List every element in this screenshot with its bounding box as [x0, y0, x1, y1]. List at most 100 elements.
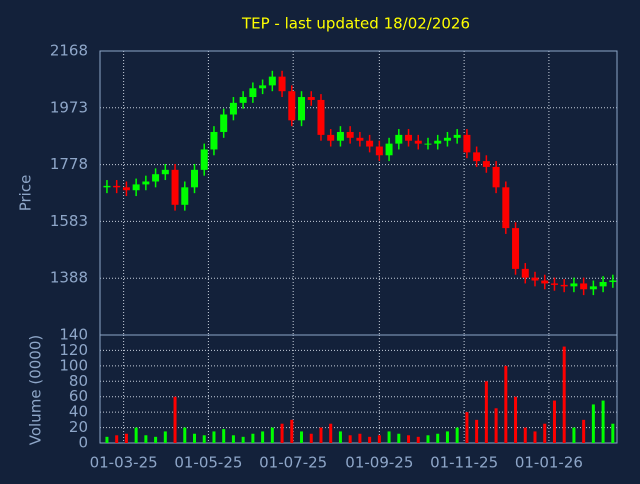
y2-tick-label: 20 — [69, 418, 88, 436]
candle-body — [161, 169, 169, 175]
candle-body — [327, 134, 335, 141]
y2-tick-label: 140 — [59, 326, 88, 344]
y2-tick-label: 120 — [59, 341, 88, 359]
y2-tick-label: 80 — [69, 372, 88, 390]
candle-body — [405, 134, 413, 141]
volume-bar — [465, 412, 469, 443]
candle-body — [259, 85, 267, 89]
candle-body — [521, 268, 529, 278]
volume-bar — [183, 427, 187, 443]
candle-body — [502, 187, 510, 229]
candle-body — [103, 185, 111, 188]
y-axis-label: Price — [17, 175, 35, 212]
volume-bar — [251, 433, 255, 443]
volume-bar — [280, 423, 284, 443]
candle-body — [307, 97, 315, 100]
candle-body — [249, 88, 257, 98]
volume-bar — [338, 431, 342, 443]
x-tick-label: 01-01-26 — [515, 454, 583, 472]
candle-body — [599, 281, 607, 287]
candle-body — [385, 143, 393, 156]
candle-body — [229, 102, 237, 115]
candle-body — [463, 134, 471, 153]
volume-bar — [611, 423, 615, 443]
candle-body — [239, 97, 247, 103]
candle-body — [366, 140, 374, 147]
volume-bar — [494, 408, 498, 443]
candle-body — [122, 187, 130, 191]
volume-bar — [348, 435, 352, 443]
candle-body — [531, 277, 539, 281]
candle-body — [152, 174, 160, 182]
candle-body — [210, 131, 218, 150]
y-tick-label: 1973 — [50, 98, 88, 116]
volume-bar — [514, 396, 518, 443]
candle-body — [346, 131, 354, 138]
candle-body — [443, 137, 451, 141]
volume-bar — [533, 431, 537, 443]
volume-bar — [397, 433, 401, 443]
y-tick-label: 2168 — [50, 42, 88, 60]
candle-body — [278, 76, 286, 92]
volume-bar — [261, 431, 265, 443]
volume-bar — [212, 431, 216, 443]
volume-bar — [105, 436, 109, 443]
volume-bar — [445, 431, 449, 443]
volume-bar — [601, 400, 605, 443]
volume-bar — [124, 433, 128, 443]
volume-bar — [416, 436, 420, 443]
volume-bar — [572, 427, 576, 443]
volume-bar — [290, 419, 294, 443]
candle-body — [609, 280, 617, 282]
candle-body — [375, 146, 383, 156]
x-tick-label: 01-07-25 — [259, 454, 327, 472]
candle-body — [356, 137, 364, 141]
volume-bar — [144, 435, 148, 443]
y-tick-label: 1388 — [50, 269, 88, 287]
candle-body — [132, 184, 140, 191]
volume-bar — [504, 365, 508, 443]
volume-bar — [368, 436, 372, 443]
volume-bar — [591, 404, 595, 443]
volume-bar — [241, 436, 245, 443]
volume-bar — [475, 419, 479, 443]
y-tick-label: 1583 — [50, 212, 88, 230]
volume-bar — [115, 435, 119, 443]
volume-bar — [329, 423, 333, 443]
candle-body — [268, 76, 276, 86]
volume-bar — [231, 435, 235, 443]
volume-bar — [154, 436, 158, 443]
volume-bar — [484, 381, 488, 443]
volume-bar — [582, 419, 586, 443]
candle-body — [395, 134, 403, 144]
y2-tick-label: 60 — [69, 387, 88, 405]
candle-body — [550, 283, 558, 285]
volume-bar — [163, 431, 167, 443]
candle-body — [298, 97, 306, 121]
candle-body — [220, 114, 228, 132]
volume-bar — [222, 429, 226, 443]
volume-bar — [270, 427, 274, 443]
candle-body — [336, 131, 344, 141]
volume-bar — [377, 435, 381, 443]
candle-body — [113, 185, 121, 188]
volume-bar — [134, 427, 138, 443]
y2-tick-label: 0 — [78, 434, 88, 452]
candle-body — [580, 283, 588, 290]
candle-body — [434, 140, 442, 144]
candle-body — [191, 169, 199, 188]
candle-body — [541, 280, 549, 284]
y2-tick-label: 100 — [59, 356, 88, 374]
candle-body — [512, 228, 520, 269]
y-tick-label: 1778 — [50, 155, 88, 173]
y2-axis-label: Volume (0000) — [27, 335, 45, 445]
candle-body — [317, 99, 325, 135]
volume-bar — [426, 435, 430, 443]
candle-body — [570, 283, 578, 287]
candle-body — [181, 187, 189, 205]
candle-body — [171, 169, 179, 205]
candle-body — [142, 181, 150, 185]
